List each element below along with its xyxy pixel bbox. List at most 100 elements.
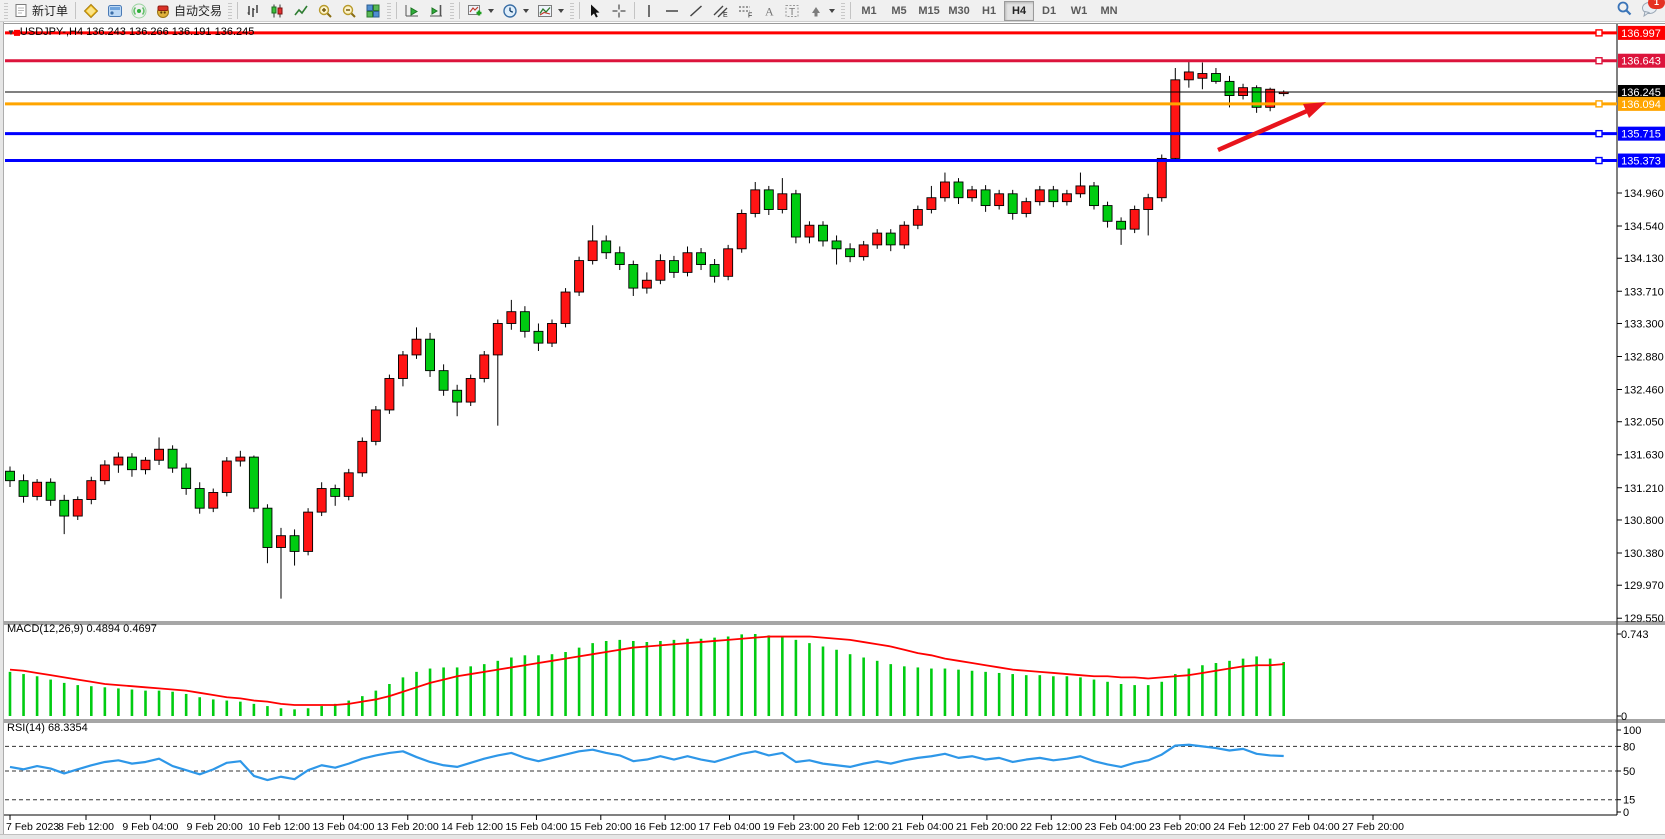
horizontal-line-136.245[interactable]: 136.245 [5,84,1665,99]
navigator-button[interactable] [103,0,127,22]
text-icon: A [762,3,776,19]
timeframe-button-M30[interactable]: M30 [948,4,970,17]
line-chart-button[interactable] [289,0,313,22]
signals-button[interactable] [127,0,151,22]
vertical-line-button[interactable] [638,0,660,22]
time-axis-label: 9 Feb 20:00 [187,821,243,833]
horizontal-line-136.997[interactable]: 136.997 [5,25,1665,40]
text-button[interactable]: A [758,0,780,22]
macd-signal-line [9,635,1284,706]
periods-icon [502,3,518,19]
price-axis-tick: 129.970 [1624,580,1664,592]
timeframe-button-D1[interactable]: D1 [1042,4,1057,17]
svg-text:F: F [748,12,752,19]
zoom-in-icon [317,3,333,19]
indicators-button[interactable] [463,0,498,22]
time-axis-label: 13 Feb 20:00 [377,821,439,833]
svg-text:136.094: 136.094 [1621,99,1661,111]
toolbar-right: 1 [1616,0,1665,22]
tile-windows-button[interactable] [361,0,385,22]
timeframe-button-W1[interactable]: W1 [1070,4,1088,17]
templates-icon [537,3,553,19]
notification-badge: 1 [1648,0,1665,9]
horizontal-line-135.373[interactable]: 135.373 [5,153,1665,168]
chart-title-bar[interactable]: ▼ USDJPY-,H4 136.243 136.266 136.191 136… [7,26,254,38]
equidistant-channel-icon: E [712,3,729,19]
price-axis-tick: 132.460 [1624,385,1664,397]
macd-indicator-label: MACD(12,26,9) 0.4894 0.4697 [7,623,157,635]
bar-chart-button[interactable] [241,0,265,22]
market-watch-icon [83,3,99,19]
zoom-out-button[interactable] [337,0,361,22]
periods-button[interactable] [498,0,533,22]
price-label [1618,96,1665,111]
rsi-axis-label: 80 [1623,741,1635,753]
text-label-icon: T [784,3,800,19]
time-axis-label: 23 Feb 20:00 [1149,821,1211,833]
auto-trading-label: 自动交易 [174,4,223,18]
price-axis-tick: 131.630 [1624,450,1664,462]
equidistant-channel-button[interactable]: E [708,0,733,22]
cursor-button[interactable] [583,0,607,22]
templates-button[interactable] [533,0,568,22]
arrows-button[interactable] [804,0,839,22]
chart-shift-icon [428,3,444,19]
candlestick-chart-button[interactable] [265,0,289,22]
trend-arrow-annotation[interactable] [1217,102,1326,153]
time-axis-label: 10 Feb 12:00 [248,821,310,833]
main-toolbar: 新订单 自动交易 [0,0,1665,22]
new-order-icon [14,3,29,18]
time-axis-label: 27 Feb 20:00 [1342,821,1404,833]
market-watch-button[interactable] [79,0,103,22]
svg-text:A: A [765,4,774,18]
timeframe-bar: M1 M5 M15 M30 H1 H4 D1 W1 MN [854,0,1124,21]
rsi-axis-label: 15 [1623,795,1635,807]
fibonacci-button[interactable]: F [733,0,758,22]
new-order-button[interactable]: 新订单 [10,0,72,22]
timeframe-button-H4[interactable]: H4 [1004,0,1035,21]
horizontal-line-136.094[interactable]: 136.094 [5,96,1665,111]
timeframe-button-M1[interactable]: M1 [861,4,877,17]
zoom-in-button[interactable] [313,0,337,22]
trendline-button[interactable] [684,0,708,22]
tile-windows-icon [365,3,381,19]
horizontal-line-136.643[interactable]: 136.643 [5,53,1665,68]
line-chart-icon [293,3,309,19]
macd-scale-max: 0.743 [1621,629,1649,641]
price-axis-tick: 129.550 [1624,613,1664,625]
chevron-down-icon[interactable]: ▼ [7,27,15,37]
macd-scale-min: 0 [1621,711,1627,723]
timeframe-button-M15[interactable]: M15 [918,4,940,17]
svg-text:135.715: 135.715 [1621,129,1661,141]
timeframe-button-H1[interactable]: H1 [982,4,997,17]
toolbar-grip [4,2,8,19]
chart-canvas[interactable]: 134.960 134.540 134.130 133.710 133.300 132.8… [0,22,1665,838]
horizontal-line-135.715[interactable]: 135.715 [5,126,1665,141]
price-axis-tick: 133.710 [1624,286,1664,298]
trendline-icon [688,3,704,19]
candlestick-series [5,60,1289,599]
auto-trading-icon [155,3,171,19]
crosshair-button[interactable] [607,0,631,22]
svg-text:136.997: 136.997 [1621,28,1661,40]
price-axis-tick: 130.380 [1624,548,1664,560]
chart-shift-button[interactable] [424,0,448,22]
auto-scroll-button[interactable] [400,0,424,22]
chat-button[interactable]: 1 [1641,0,1665,22]
rsi-indicator-label: RSI(14) 68.3354 [7,722,88,734]
new-order-label: 新订单 [32,4,69,18]
search-icon[interactable] [1616,0,1633,22]
horizontal-line-button[interactable] [660,0,684,22]
timeframe-button-M5[interactable]: M5 [891,4,907,17]
time-axis-label: 21 Feb 04:00 [892,821,954,833]
time-axis-label: 8 Feb 12:00 [58,821,114,833]
time-axis-label: 19 Feb 23:00 [763,821,825,833]
svg-text:136.245: 136.245 [1621,87,1661,99]
time-axis-label: 7 Feb 2023 [6,821,59,833]
timeframe-button-MN[interactable]: MN [1100,4,1118,17]
bar-chart-icon [245,3,261,19]
time-axis-label: 13 Feb 04:00 [312,821,374,833]
auto-trading-button[interactable]: 自动交易 [151,0,226,22]
text-label-button[interactable]: T [780,0,804,22]
